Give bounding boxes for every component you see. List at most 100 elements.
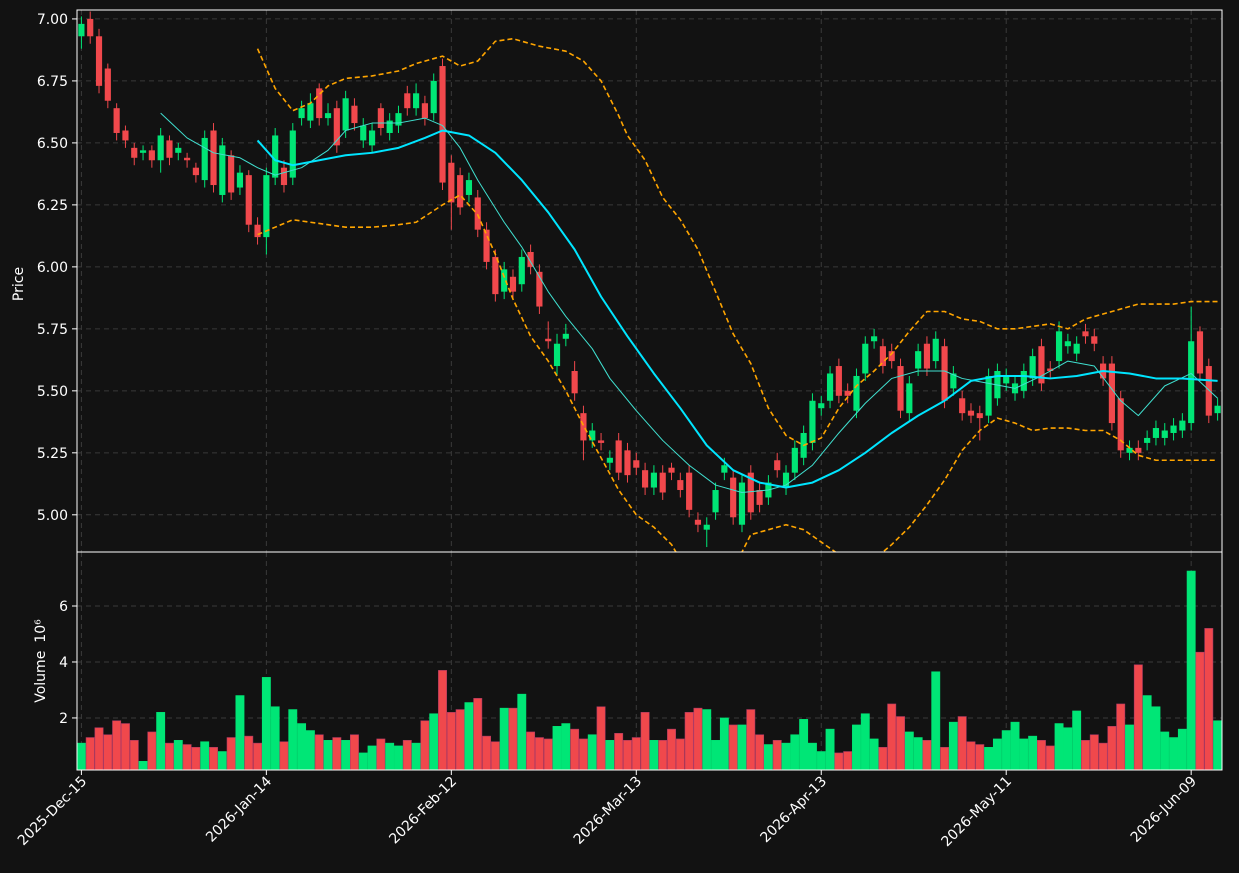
candle-body [263, 175, 270, 238]
y-tick-label: 6.50 [37, 136, 68, 152]
candle-body [113, 108, 120, 133]
volume-bar [640, 712, 650, 770]
candle-body [906, 383, 913, 414]
candle-body [871, 336, 878, 342]
candle-body [888, 351, 895, 362]
y-tick-label: 5.25 [37, 446, 68, 462]
volume-bar [85, 737, 95, 770]
candle-body [1161, 430, 1168, 438]
candle-body [853, 375, 860, 411]
candle-body [659, 472, 666, 493]
volume-bar [781, 742, 791, 770]
volume-bar [1133, 664, 1143, 770]
candle-body [219, 145, 226, 195]
volume-bar [385, 742, 395, 770]
candle-body [492, 256, 499, 295]
candle-body [536, 271, 543, 307]
candle-body [782, 472, 790, 488]
candle-body [228, 155, 235, 193]
volume-bar [904, 731, 914, 770]
candle-body [677, 480, 684, 491]
candle-body [201, 137, 208, 181]
candle-body [139, 150, 147, 153]
volume-bar [1037, 740, 1046, 770]
volume-bar [341, 740, 351, 770]
volume-bar [121, 723, 130, 770]
volume-bar [279, 741, 289, 770]
volume-bar [746, 709, 756, 770]
candle-body [324, 113, 332, 119]
volume-bar [1072, 710, 1082, 770]
candle-body [175, 147, 182, 153]
volume-bar [508, 707, 518, 770]
candle-body [1188, 341, 1195, 424]
volume-bar [517, 693, 527, 770]
candle-body [298, 108, 305, 119]
volume-bar [711, 740, 720, 770]
candle-body [712, 490, 719, 513]
candle-body [307, 103, 314, 121]
volume-bar [913, 737, 923, 770]
candle-body [545, 338, 552, 342]
candle-body [650, 472, 657, 488]
volume-bar [1186, 570, 1196, 770]
candle-body [245, 175, 252, 225]
volume-bar [896, 716, 905, 770]
candle-body [210, 130, 217, 186]
volume-bar [77, 742, 86, 770]
volume-bar [1098, 742, 1108, 770]
volume-bar [790, 734, 800, 770]
volume-bar [94, 727, 104, 770]
candle-body [844, 390, 851, 396]
candle-body [1055, 331, 1063, 362]
volume-bar [288, 709, 298, 770]
volume-bar [658, 740, 668, 770]
volume-bar [719, 717, 729, 770]
volume-bar [596, 706, 606, 770]
volume-bar [1001, 730, 1011, 770]
volume-bar [1028, 735, 1038, 770]
volume-bar [226, 737, 236, 770]
volume-bar [402, 740, 412, 770]
volume-bar [103, 734, 113, 770]
candle-body [774, 460, 781, 471]
plot-area [78, 11, 1221, 552]
candle-body [360, 125, 367, 141]
candle-body [1196, 331, 1204, 374]
volume-bar [667, 728, 676, 770]
candle-body [78, 23, 85, 37]
volume-bar [948, 721, 958, 770]
candle-body [809, 400, 816, 443]
candle-body [272, 135, 279, 178]
volume-bar [165, 742, 174, 770]
volume-bar [270, 706, 280, 770]
volume-bar [138, 761, 148, 770]
volume-bar [570, 728, 580, 770]
y-tick-label: 6.75 [37, 74, 68, 90]
indicator-line [257, 194, 1218, 552]
candle-body [386, 120, 393, 133]
candle-body [184, 157, 191, 161]
volume-bar [173, 740, 183, 770]
candle-body [280, 167, 288, 186]
candle-body [289, 130, 296, 178]
candle-body [686, 472, 693, 510]
volume-bar [244, 735, 254, 770]
volume-bar [200, 741, 210, 770]
y-tick-label: 5.00 [37, 508, 68, 524]
volume-bar [376, 738, 386, 770]
candle-body [236, 172, 244, 188]
candle-body [1064, 341, 1071, 347]
indicator-line [256, 37, 1218, 447]
candle-body [368, 130, 376, 146]
volume-bar [129, 740, 139, 770]
volume-bar [623, 740, 632, 770]
y-tick-label: 7.00 [37, 12, 68, 28]
candle-body [377, 108, 384, 129]
volume-bar [684, 712, 694, 770]
candle-body [1073, 343, 1080, 354]
volume-bar [922, 740, 932, 770]
candle-body [104, 68, 111, 101]
candle-body [474, 197, 481, 230]
